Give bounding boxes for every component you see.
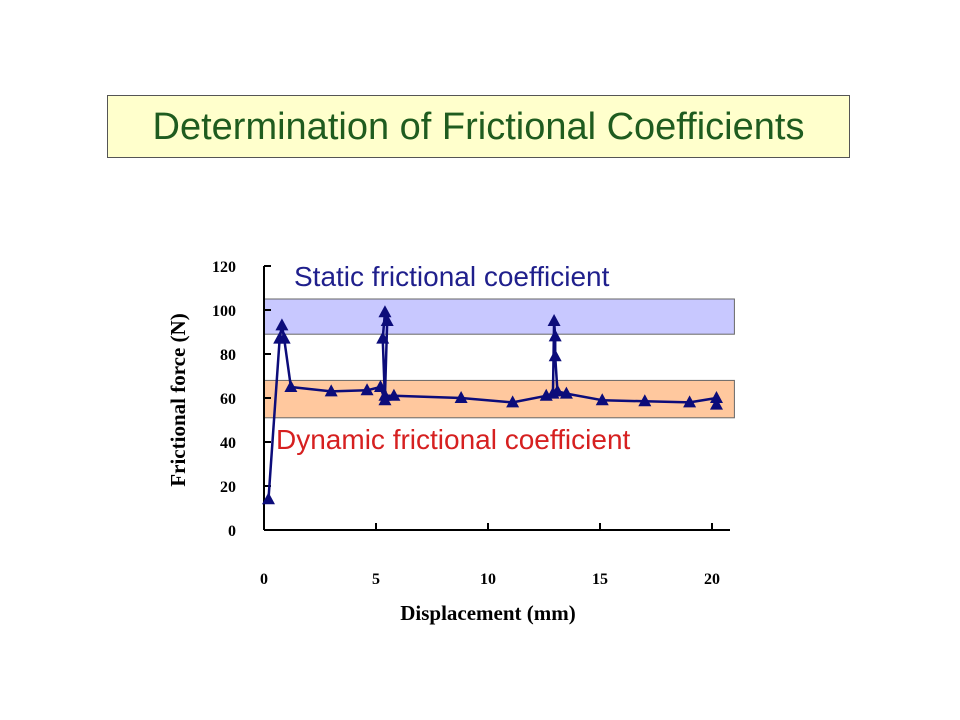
data-point (709, 391, 723, 403)
x-tick-label: 0 (260, 571, 268, 588)
data-point (378, 305, 392, 318)
y-tick-label: 120 (212, 259, 236, 276)
data-point (550, 384, 564, 397)
data-point (376, 331, 390, 344)
page-title: Determination of Frictional Coefficients (152, 106, 805, 148)
bands-layer (263, 298, 735, 419)
data-point (275, 318, 289, 331)
data-point (261, 492, 275, 505)
y-tick-label: 0 (228, 523, 236, 540)
data-point (547, 314, 561, 326)
data-point (595, 393, 609, 406)
data-point (709, 397, 723, 410)
data-point (373, 380, 387, 392)
y-tick-label: 80 (220, 347, 236, 364)
data-point (559, 386, 573, 399)
x-tick-label: 20 (704, 571, 720, 588)
data-point (324, 384, 338, 397)
y-tick-label: 60 (220, 391, 236, 408)
static-band (263, 298, 735, 335)
data-point (683, 395, 697, 408)
y-tick-label: 40 (220, 435, 236, 452)
data-point (380, 314, 394, 326)
dynamic-band-label: Dynamic frictional coefficient (276, 424, 631, 455)
dynamic-band (263, 379, 735, 419)
data-point (548, 349, 562, 362)
x-tick-label: 15 (592, 571, 608, 588)
data-point (277, 331, 291, 344)
data-point (638, 394, 652, 407)
series-layer (261, 305, 723, 505)
x-tick-label: 5 (372, 571, 380, 588)
data-point (454, 391, 468, 403)
y-axis-label: Frictional force (N) (166, 313, 190, 486)
data-point (378, 388, 392, 401)
series-line (267, 310, 718, 500)
data-point (548, 329, 562, 342)
y-tick-label: 100 (212, 303, 236, 320)
data-point (387, 388, 401, 401)
data-point (360, 383, 374, 396)
x-axis-label: Displacement (mm) (400, 601, 576, 625)
axes-layer: 0 20 40 60 80 100 120 0 5 10 15 20 (212, 259, 730, 588)
x-tick-label: 10 (480, 571, 496, 588)
static-band-label: Static frictional coefficient (294, 261, 610, 292)
data-point (506, 395, 520, 408)
y-tick-label: 20 (220, 479, 236, 496)
data-point (284, 380, 298, 392)
title-box (107, 95, 850, 158)
